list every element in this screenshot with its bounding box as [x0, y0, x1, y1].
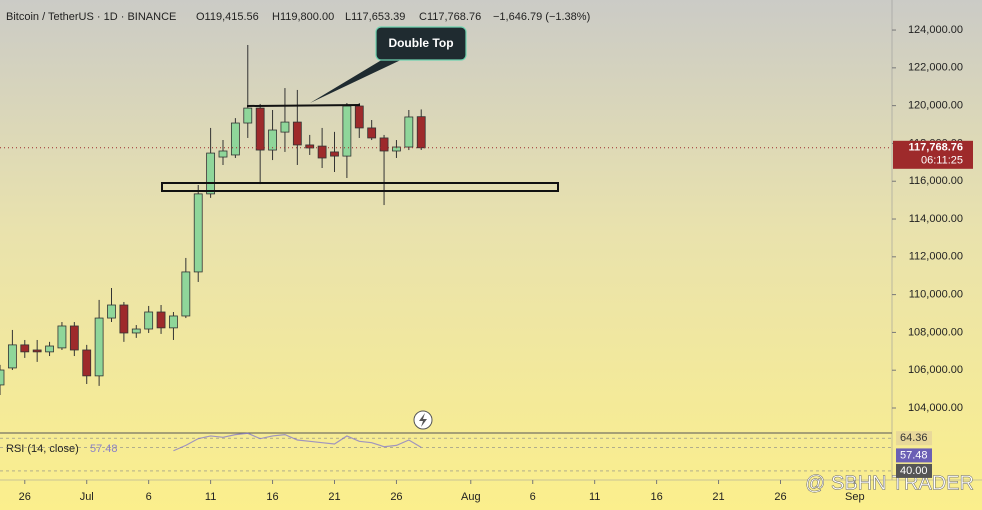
candle-body: [416, 116, 426, 149]
candle-body: [45, 345, 54, 353]
ohlc-high: H119,800.00: [272, 11, 334, 23]
double-top-line: [246, 104, 361, 107]
candle-body: [107, 304, 116, 319]
candle-body: [379, 137, 389, 152]
y-tick-label: 114,000.00: [909, 213, 963, 225]
x-tick-label: 21: [328, 491, 340, 503]
x-tick-label: 11: [205, 491, 216, 503]
y-tick-label: 124,000.00: [908, 24, 963, 36]
candle-body: [119, 304, 129, 334]
candle-body: [169, 315, 178, 329]
ohlc-close: C117,768.76: [419, 11, 481, 23]
last-price-label: 117,768.76: [909, 142, 963, 154]
x-tick-label: 16: [650, 491, 662, 503]
y-tick-label: 108,000.00: [908, 326, 963, 338]
candle-body: [144, 311, 154, 330]
y-tick-label: 40.00: [900, 465, 928, 477]
candle-body: [7, 344, 17, 369]
candle-body: [367, 127, 377, 139]
x-tick-label: Aug: [461, 491, 481, 503]
x-tick-label: Sep: [845, 491, 865, 503]
countdown: 06:11:25: [921, 155, 963, 167]
y-tick-label: 64.36: [900, 432, 928, 444]
annotation: Double Top: [388, 36, 453, 50]
candle-body: [20, 344, 30, 353]
candle-body: [404, 116, 414, 148]
callout-pointer: [310, 58, 405, 103]
last-price-box: [893, 140, 973, 169]
y-tick-label: 110,000.00: [909, 289, 963, 301]
candle-body: [32, 349, 42, 353]
x-tick-label: 21: [712, 491, 724, 503]
y-tick-label: 116,000.00: [909, 175, 963, 187]
candle-body: [230, 122, 240, 156]
candle-body: [193, 193, 203, 273]
candle-body: [292, 121, 302, 146]
x-tick-label: Jul: [80, 491, 94, 503]
x-tick-label: 6: [146, 491, 152, 503]
y-tick-label: 104,000.00: [908, 402, 963, 414]
candle-body: [330, 151, 339, 157]
candle-body: [243, 107, 253, 124]
candle-body: [392, 146, 401, 152]
candle-body: [268, 129, 277, 151]
rsi-tick-box: [896, 463, 932, 478]
rsi-line: [173, 432, 422, 452]
symbol: Bitcoin / TetherUS · 1D · BINANCE: [6, 11, 176, 23]
x-tick-label: 26: [390, 491, 402, 503]
x-tick-label: 26: [19, 491, 31, 503]
rsi-tick-box: [896, 448, 932, 463]
support-zone: [161, 182, 559, 192]
x-tick-label: 16: [266, 491, 278, 503]
annotation-box: [375, 26, 467, 61]
x-tick-label: 6: [530, 491, 536, 503]
y-tick-label: 57.48: [900, 449, 928, 461]
y-tick-label: 112,000.00: [909, 251, 963, 263]
candle-body: [82, 349, 92, 377]
rsi-value: 57.48: [90, 443, 118, 455]
y-tick-label: 122,000.00: [908, 62, 963, 74]
candle-body: [280, 121, 290, 133]
candle-body: [57, 325, 67, 349]
candle-body: [0, 369, 5, 386]
ohlc-open: O119,415.56: [196, 11, 259, 23]
candle-body: [69, 325, 79, 351]
x-tick-label: 26: [774, 491, 786, 503]
replay-icon-bolt: [419, 413, 427, 427]
x-tick-label: 11: [589, 491, 600, 503]
candle-body: [94, 317, 104, 377]
y-tick-label: 106,000.00: [908, 364, 963, 376]
candle-body: [206, 152, 216, 195]
ohlc-change: −1,646.79 (−1.38%): [493, 11, 590, 23]
rsi-label: RSI (14, close): [6, 443, 79, 455]
candle-body: [156, 311, 166, 329]
candle-body: [218, 150, 228, 158]
candle-body: [255, 107, 265, 151]
y-tick-label: 120,000.00: [908, 100, 963, 112]
candle-body: [317, 145, 327, 159]
candle-body: [181, 271, 191, 317]
watermark: @ SBHN TRADER: [805, 472, 974, 494]
ohlc-low: L117,653.39: [345, 11, 405, 23]
candle-body: [305, 144, 315, 149]
rsi-tick-box: [896, 431, 932, 446]
candle-body: [354, 105, 364, 129]
candle-body: [342, 105, 352, 157]
candle-body: [131, 328, 141, 334]
